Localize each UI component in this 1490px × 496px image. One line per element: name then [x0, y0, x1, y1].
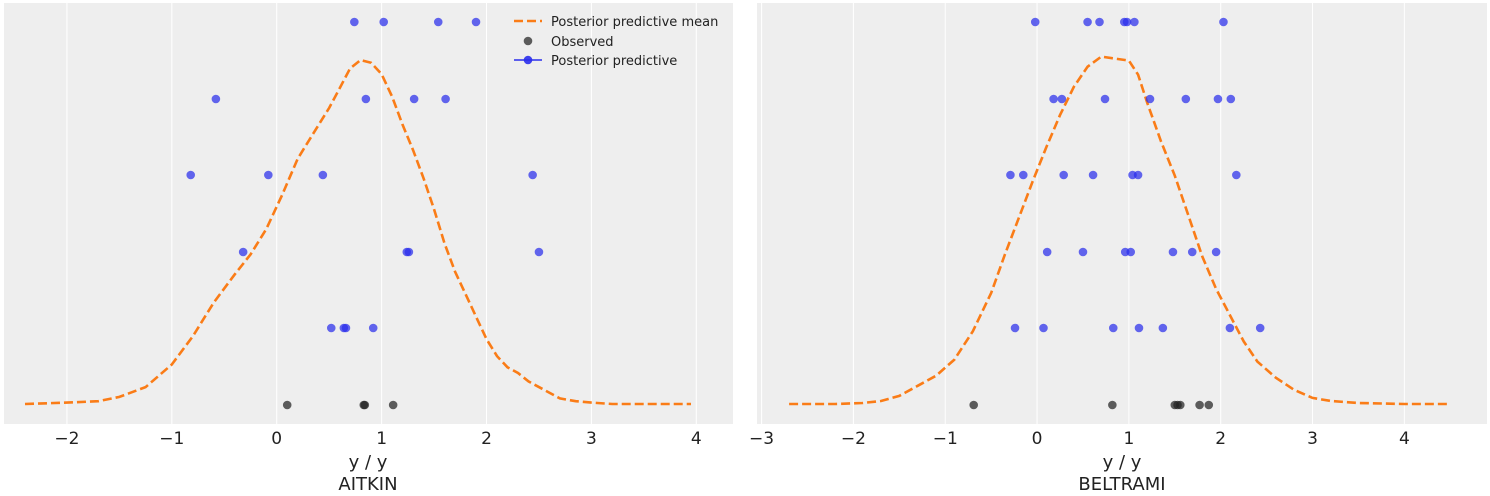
- observed-point: [388, 400, 398, 410]
- posterior-predictive-point: [1006, 170, 1015, 180]
- posterior-predictive-point: [1049, 94, 1058, 104]
- posterior-predictive-point: [368, 323, 378, 333]
- observed-point: [1108, 400, 1117, 410]
- x-tick-label: 0: [1032, 429, 1043, 449]
- posterior-predictive-point: [1059, 170, 1068, 180]
- posterior-predictive-point: [1133, 170, 1143, 180]
- x-tick-label: 0: [271, 429, 282, 449]
- posterior-predictive-point: [1108, 323, 1118, 333]
- posterior-predictive-point: [1039, 323, 1048, 333]
- posterior-predictive-point: [441, 94, 450, 104]
- posterior-predictive-point: [211, 94, 221, 104]
- x-tick-label: −1: [933, 429, 958, 449]
- posterior-predictive-point: [534, 247, 544, 257]
- observed-point: [360, 400, 370, 410]
- legend-label: Posterior predictive mean: [551, 15, 718, 30]
- observed-point: [282, 400, 292, 410]
- posterior-predictive-point: [1130, 17, 1139, 27]
- posterior-predictive-point: [1134, 323, 1144, 333]
- posterior-predictive-point: [1078, 247, 1088, 257]
- posterior-predictive-point: [1010, 323, 1020, 333]
- posterior-predictive-point: [238, 247, 248, 257]
- posterior-predictive-point: [1083, 17, 1092, 27]
- observed-point: [1176, 400, 1185, 410]
- posterior-predictive-mean-line: [789, 55, 1451, 406]
- posterior-predictive-point: [341, 323, 351, 333]
- x-tick-label: 2: [481, 429, 492, 449]
- posterior-predictive-point: [471, 17, 481, 27]
- posterior-predictive-point: [1168, 247, 1178, 257]
- posterior-predictive-point: [1095, 17, 1104, 27]
- posterior-predictive-point: [1042, 247, 1052, 257]
- plot-background: [757, 3, 1487, 424]
- x-tick-label: 2: [1215, 429, 1226, 449]
- x-tick-label: 4: [1399, 429, 1410, 449]
- posterior-predictive-point: [528, 170, 537, 180]
- posterior-predictive-point: [1219, 17, 1228, 27]
- posterior-predictive-point: [326, 323, 336, 333]
- posterior-predictive-point: [1126, 247, 1136, 257]
- posterior-predictive-point: [1100, 94, 1110, 104]
- posterior-predictive-point: [404, 247, 414, 257]
- posterior-predictive-point: [409, 94, 419, 104]
- x-tick-label: −2: [841, 429, 866, 449]
- panel-title: BELTRAMI: [1078, 474, 1165, 495]
- posterior-predictive-point: [186, 170, 196, 180]
- x-axis-label: y / y: [1103, 452, 1142, 473]
- posterior-predictive-point: [1211, 247, 1221, 257]
- posterior-predictive-point: [1088, 170, 1098, 180]
- legend-observed-swatch: [523, 36, 533, 46]
- posterior-predictive-point: [433, 17, 443, 27]
- posterior-predictive-point: [1057, 94, 1067, 104]
- posterior-predictive-point: [1181, 94, 1191, 104]
- posterior-predictive-point: [361, 94, 371, 104]
- posterior-predictive-point: [1255, 323, 1265, 333]
- observed-point: [1204, 400, 1214, 410]
- panel-title: AITKIN: [338, 474, 397, 495]
- posterior-predictive-point: [1122, 17, 1132, 27]
- posterior-predictive-point: [264, 170, 273, 180]
- x-tick-label: 3: [1307, 429, 1318, 449]
- posterior-predictive-point: [1225, 323, 1235, 333]
- posterior-predictive-point: [318, 170, 328, 180]
- posterior-predictive-point: [1158, 323, 1168, 333]
- posterior-predictive-point: [1187, 247, 1197, 257]
- x-tick-label: 1: [1123, 429, 1134, 449]
- plot-background: [4, 3, 733, 424]
- posterior-predictive-point: [1145, 94, 1155, 104]
- posterior-predictive-point: [1030, 17, 1040, 27]
- posterior-predictive-point: [1018, 170, 1028, 180]
- x-tick-label: −2: [54, 429, 79, 449]
- posterior-predictive-mean-line: [24, 58, 691, 406]
- legend-predictive-swatch: [523, 55, 533, 65]
- x-tick-label: 3: [586, 429, 597, 449]
- posterior-predictive-point: [1213, 94, 1223, 104]
- posterior-predictive-point: [1232, 170, 1241, 180]
- posterior-predictive-point: [1226, 94, 1236, 104]
- legend-label: Observed: [551, 35, 614, 50]
- x-axis-label: y / y: [349, 452, 388, 473]
- x-tick-label: −3: [749, 429, 774, 449]
- observed-point: [969, 400, 979, 410]
- legend-label: Posterior predictive: [551, 54, 677, 69]
- x-tick-label: 1: [376, 429, 387, 449]
- legend: Posterior predictive mean Observed Posteri…: [514, 15, 718, 69]
- x-tick-label: −1: [159, 429, 184, 449]
- x-tick-label: 4: [691, 429, 702, 449]
- posterior-predictive-point: [379, 17, 389, 27]
- observed-point: [1195, 400, 1204, 410]
- posterior-predictive-point: [350, 17, 359, 27]
